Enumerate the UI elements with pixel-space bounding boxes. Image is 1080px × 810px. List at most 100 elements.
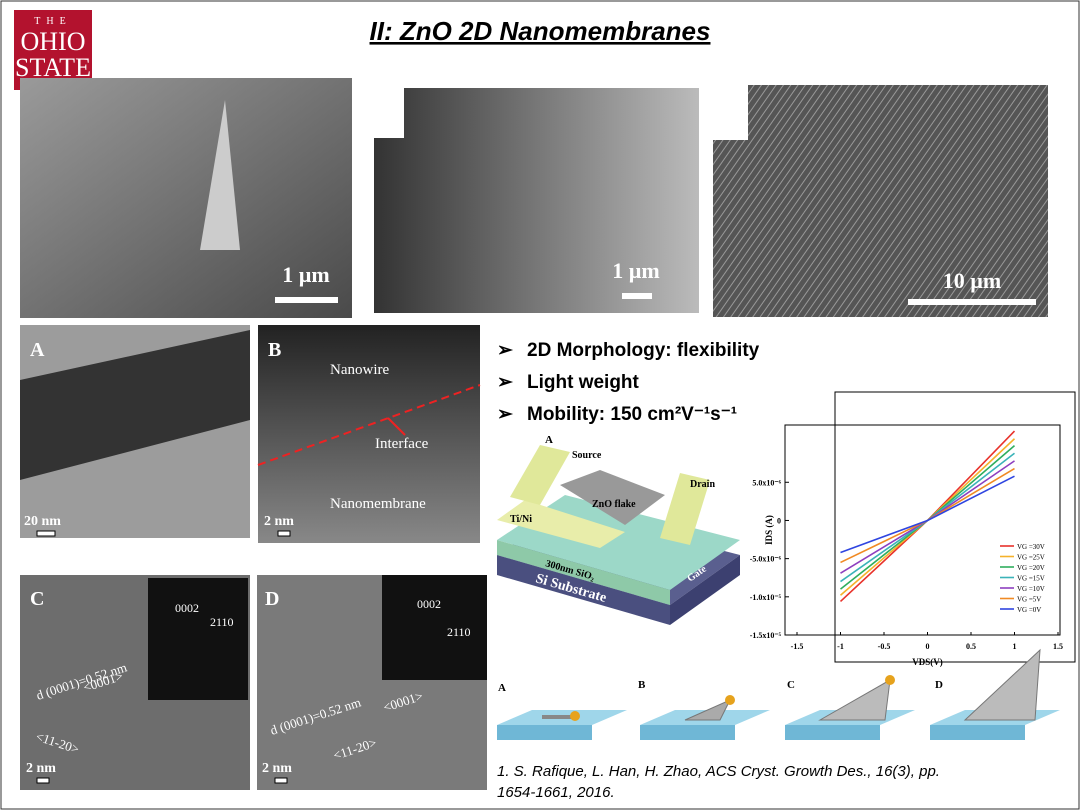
y-tick-label: -1.0x10⁻⁵ — [750, 593, 782, 602]
oxide — [497, 540, 670, 605]
tem-panel: C 0002 2110 d (0001)=0.52 nm <0001> <11-… — [20, 575, 250, 790]
substrate — [670, 555, 740, 625]
x-tick-label: -1.5 — [791, 642, 804, 651]
diffraction — [148, 578, 248, 700]
scale-label: 2 nm — [26, 761, 56, 776]
x-tick-label: 0.5 — [966, 642, 976, 651]
series-line — [839, 430, 1016, 602]
scale-bar — [274, 777, 288, 784]
substrate — [497, 555, 670, 625]
sem-image — [713, 85, 1048, 317]
chart-frame — [834, 391, 1076, 663]
tem-wire — [20, 330, 250, 480]
bullet-marker: ➢ — [497, 372, 514, 393]
interface-line — [257, 384, 481, 466]
bullet-marker: ➢ — [497, 340, 514, 361]
logo-text: OHIO — [21, 27, 86, 56]
panel-label: D — [935, 679, 943, 691]
scale-bar — [36, 777, 50, 784]
logo-text: STATE — [15, 53, 91, 82]
growth-step — [497, 710, 627, 740]
scale-bar — [36, 530, 56, 537]
scale-bar — [277, 530, 291, 537]
contact — [497, 500, 625, 548]
title: II: ZnO 2D Nanomembranes — [370, 16, 711, 46]
spot-label: 0002 — [175, 601, 199, 615]
series-line — [840, 467, 1015, 564]
scale-label: 1 µm — [282, 262, 330, 287]
device-label: ZnO flake — [592, 499, 636, 510]
spot-label: 0002 — [417, 597, 441, 611]
plot-frame — [784, 424, 1061, 636]
scale-label: 2 nm — [264, 514, 294, 529]
reference: 1654-1661, 2016. — [497, 784, 615, 801]
bullet-list: ➢ 2D Morphology: flexibility ➢ Light wei… — [497, 340, 760, 425]
legend-label: VG =10V — [1017, 585, 1045, 593]
tem-annotation: Nanomembrane — [330, 496, 426, 512]
tem-image — [258, 325, 480, 543]
y-axis-label: IDS (A) — [764, 515, 774, 545]
bullet: 2D Morphology: flexibility — [527, 340, 760, 361]
sem-image — [20, 78, 352, 318]
bullet: Mobility: 150 cm²V⁻¹s⁻¹ — [527, 404, 737, 425]
legend-label: VG =25V — [1017, 554, 1045, 562]
spot-label: 2110 — [447, 625, 471, 639]
legend-label: VG =5V — [1017, 596, 1041, 604]
legend-label: VG =0V — [1017, 606, 1041, 614]
x-axis-label: VDS(V) — [912, 657, 943, 667]
y-tick-label: -5.0x10⁻⁶ — [750, 555, 782, 564]
legend-label: VG =20V — [1017, 564, 1045, 572]
sem-flake — [200, 100, 240, 250]
scale-label: 2 nm — [262, 761, 292, 776]
series-line — [840, 452, 1015, 583]
panel-label: B — [638, 679, 646, 691]
contact — [510, 445, 570, 505]
growth-step — [640, 695, 770, 740]
panel-label: A — [30, 339, 45, 361]
spot-label: 2110 — [210, 615, 234, 629]
tem-annotation: Interface — [375, 436, 429, 452]
arrow — [387, 417, 406, 436]
panel-label: A — [498, 682, 506, 694]
device-label: Drain — [690, 479, 715, 490]
x-tick-label: 1 — [1013, 642, 1017, 651]
growth-diagram: A B C D — [497, 648, 1060, 740]
bullet: Light weight — [527, 372, 640, 393]
scale-label: 1 µm — [612, 258, 660, 283]
legend-label: VG =30V — [1017, 543, 1045, 551]
tem-panel: D 0002 2110 d (0001)=0.52 nm <0001> <11-… — [257, 575, 487, 790]
device-label: Ti/Ni — [510, 514, 532, 525]
iv-chart: -1.5 -1 -0.5 0 0.5 1 1.5 5.0x10⁻⁶ 0 -5.0x10⁻⁶ -1.0… — [750, 424, 1063, 667]
y-tick-label: 5.0x10⁻⁶ — [752, 478, 781, 487]
legend-label: VG =15V — [1017, 575, 1045, 583]
x-tick-label: 1.5 — [1053, 642, 1063, 651]
x-tick-label: -0.5 — [878, 642, 891, 651]
panel-label: D — [265, 588, 279, 610]
logo-text: THE — [34, 16, 71, 27]
panel-label: B — [268, 339, 281, 361]
sem-image — [374, 88, 699, 313]
growth-step — [785, 675, 915, 740]
panel-label: C — [787, 679, 795, 691]
series-line — [839, 438, 1016, 596]
contact — [660, 473, 710, 545]
panel-label: C — [30, 588, 44, 610]
logo — [14, 10, 92, 90]
y-tick-label: -1.5x10⁻⁵ — [750, 631, 782, 640]
y-tick-label: 0 — [777, 516, 781, 525]
x-tick-label: -1 — [837, 642, 844, 651]
scale-label: 10 µm — [943, 268, 1002, 293]
panel-label: A — [545, 434, 553, 446]
flake — [560, 470, 665, 525]
device-diagram: A Source Drain ZnO flake Ti/Ni 300nm SiO… — [497, 434, 740, 625]
device-label: Source — [572, 450, 602, 461]
series-line — [840, 460, 1015, 574]
series-line — [840, 445, 1016, 590]
reference: 1. S. Rafique, L. Han, H. Zhao, ACS Crys… — [497, 763, 940, 780]
series-line — [840, 475, 1015, 554]
diffraction — [382, 575, 487, 680]
bullet-marker: ➢ — [497, 404, 514, 425]
sem-mask — [374, 88, 404, 138]
growth-step — [930, 648, 1060, 740]
